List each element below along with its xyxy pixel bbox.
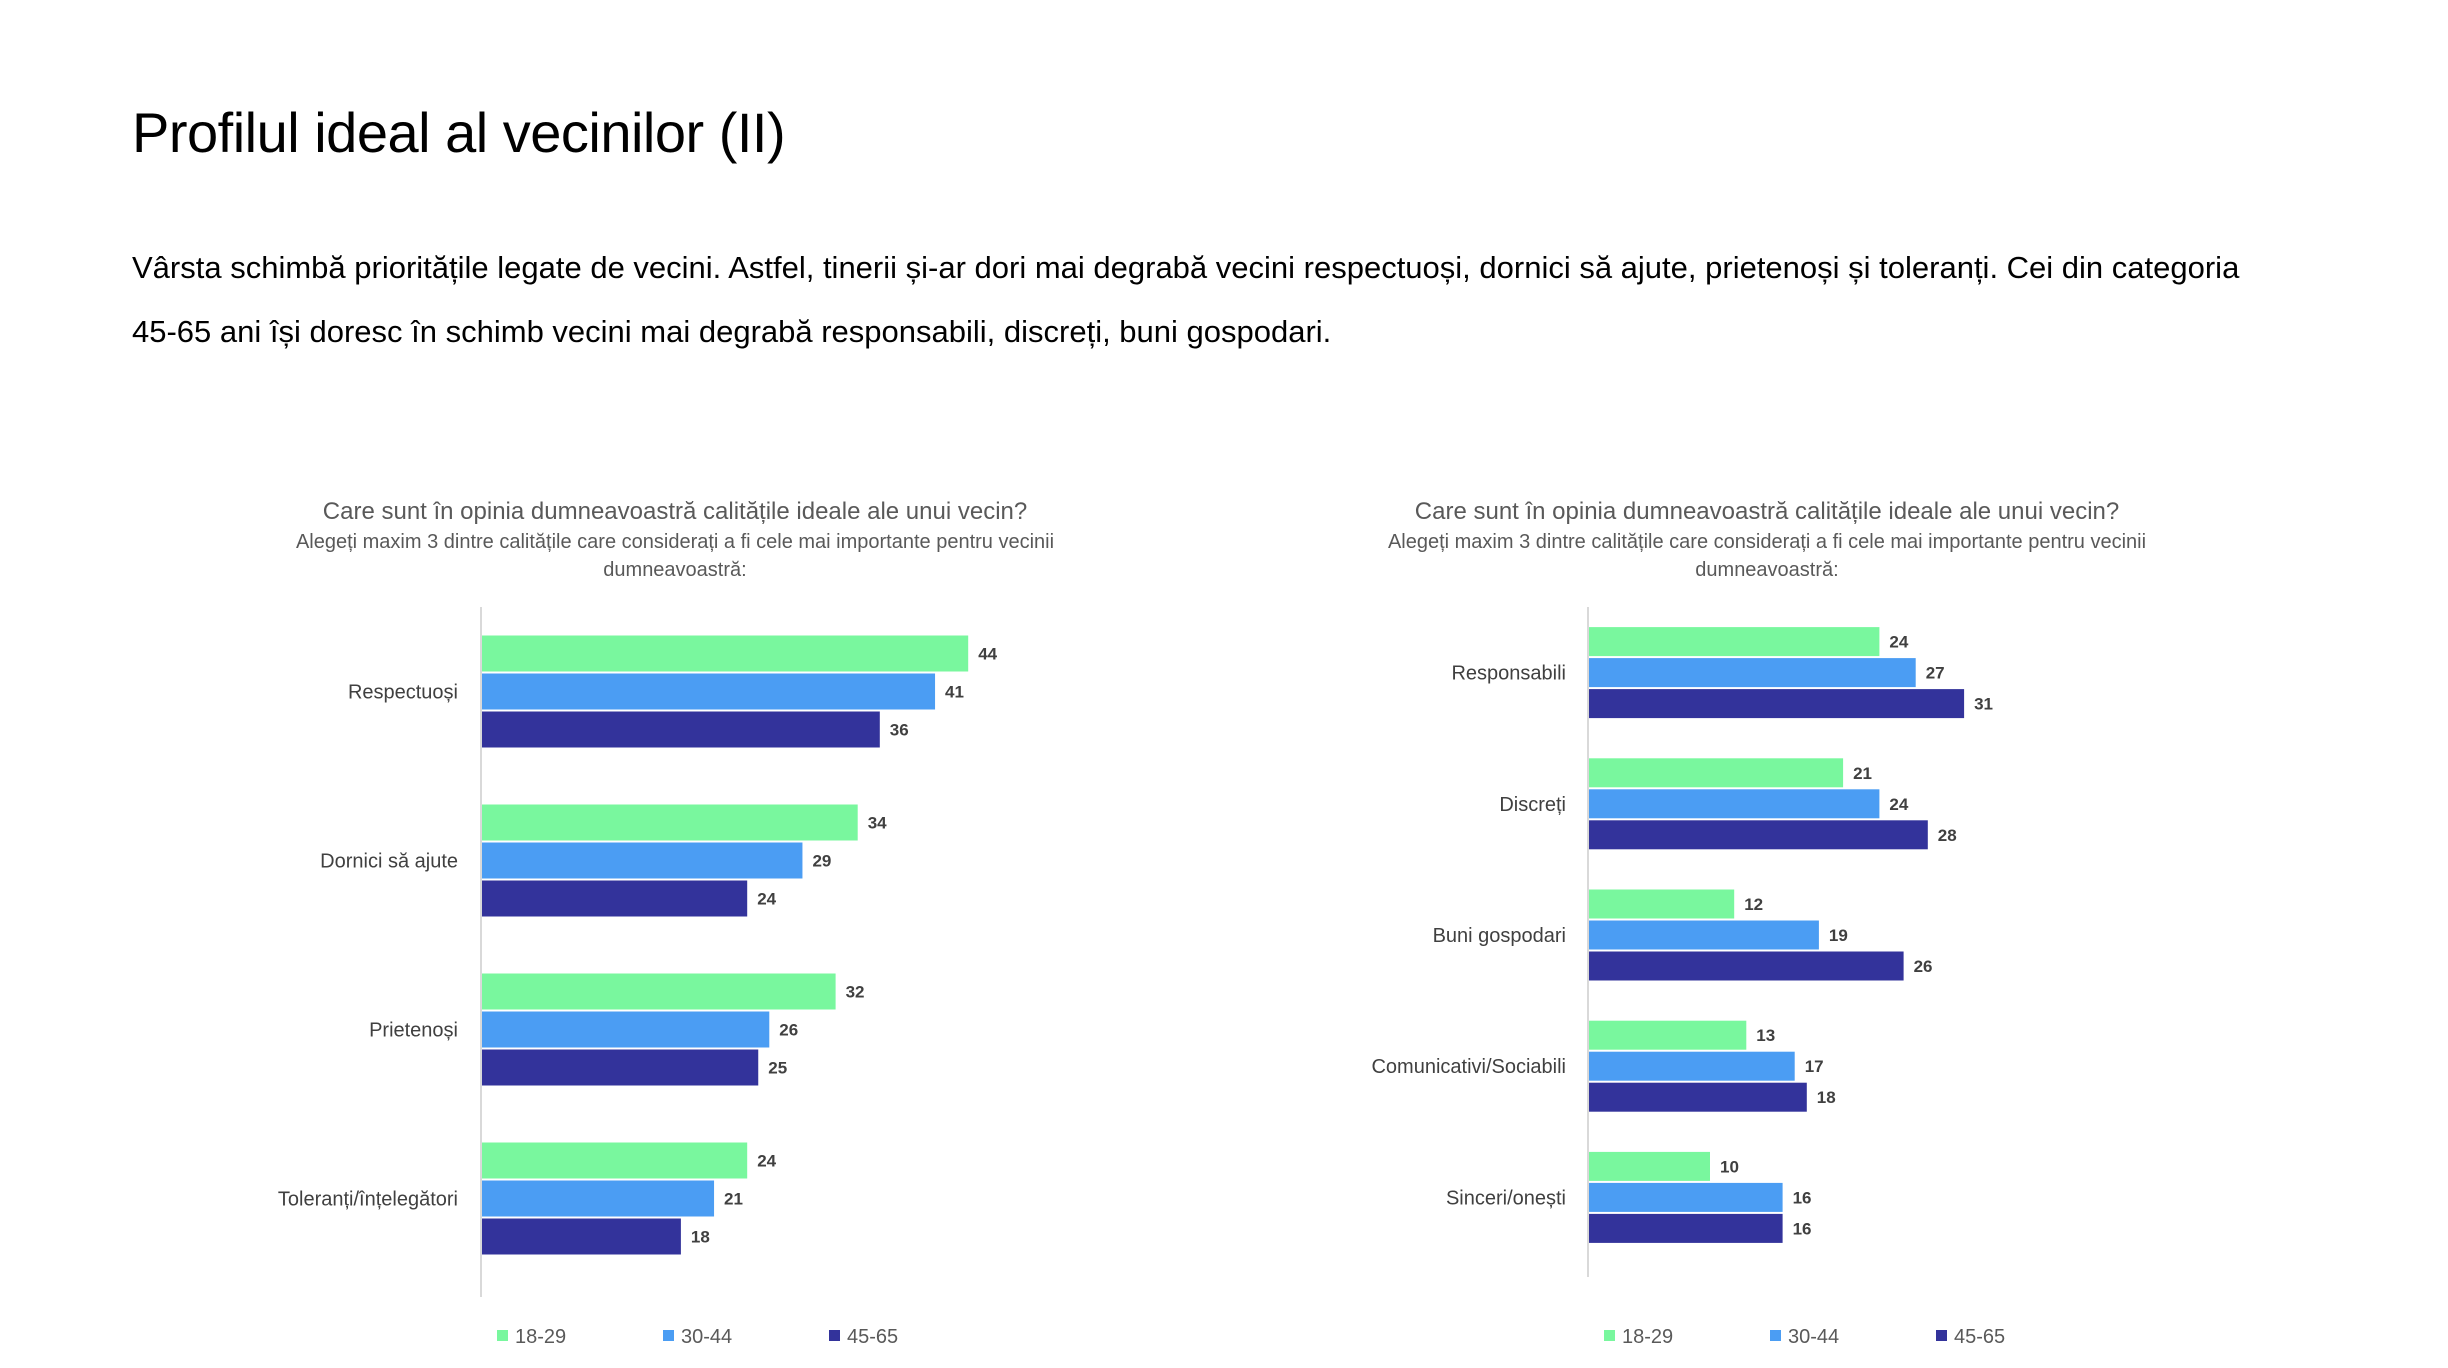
bar-30-44 <box>1589 789 1880 819</box>
legend-swatch-30-44 <box>663 1330 674 1341</box>
data-label: 34 <box>868 814 887 833</box>
data-label: 19 <box>1829 926 1848 945</box>
category-label: Buni gospodari <box>1433 925 1566 947</box>
data-label: 25 <box>768 1059 787 1078</box>
category-label: Dornici să ajute <box>320 851 458 873</box>
category-label: Sinceri/onești <box>1446 1187 1566 1209</box>
bar-45-65 <box>1589 951 1904 981</box>
bar-30-44 <box>482 673 936 710</box>
slide-title: Profilul ideal al vecinilor (II) <box>132 101 786 164</box>
bar-18-29 <box>482 804 858 841</box>
bar-18-29 <box>482 635 969 672</box>
bar-30-44 <box>1589 920 1819 950</box>
legend-label: 30-44 <box>681 1326 732 1348</box>
bar-18-29 <box>1589 1151 1710 1181</box>
legend-label: 45-65 <box>1954 1326 2005 1348</box>
bar-18-29 <box>1589 889 1735 919</box>
legend-label: 30-44 <box>1788 1326 1839 1348</box>
legend-swatch-30-44 <box>1770 1330 1781 1341</box>
bar-30-44 <box>482 842 803 879</box>
data-label: 13 <box>1756 1026 1775 1045</box>
data-label: 17 <box>1805 1057 1824 1076</box>
bar-18-29 <box>1589 627 1880 657</box>
legend-swatch-18-29 <box>497 1330 508 1341</box>
bar-30-44 <box>482 1180 715 1217</box>
data-label: 16 <box>1793 1219 1812 1238</box>
legend-label: 45-65 <box>847 1326 898 1348</box>
chart-subtitle: Alegeți maxim 3 dintre calitățile care c… <box>296 531 1054 553</box>
data-label: 26 <box>1914 957 1933 976</box>
data-label: 26 <box>779 1021 798 1040</box>
data-label: 28 <box>1938 826 1957 845</box>
bar-30-44 <box>1589 658 1916 688</box>
legend-swatch-18-29 <box>1604 1330 1615 1341</box>
bar-45-65 <box>482 711 880 748</box>
data-label: 29 <box>812 852 831 871</box>
bar-18-29 <box>482 973 836 1010</box>
data-label: 31 <box>1974 695 1993 714</box>
data-label: 18 <box>1817 1088 1836 1107</box>
data-label: 27 <box>1926 664 1945 683</box>
category-label: Prietenoși <box>369 1020 458 1042</box>
bar-45-65 <box>482 1218 681 1255</box>
bar-30-44 <box>482 1011 770 1048</box>
legend-label: 18-29 <box>515 1326 566 1348</box>
chart-subtitle: dumneavoastră: <box>1695 559 1838 581</box>
data-label: 41 <box>945 683 964 702</box>
data-label: 21 <box>1853 764 1872 783</box>
chart-left: Care sunt în opinia dumneavoastră calită… <box>278 498 1054 1348</box>
slide-description: Vârsta schimbă prioritățile legate de ve… <box>132 250 2240 349</box>
category-label: Discreți <box>1499 794 1566 816</box>
data-label: 36 <box>890 721 909 740</box>
data-label: 21 <box>724 1190 743 1209</box>
bar-45-65 <box>482 1049 759 1086</box>
data-label: 32 <box>846 983 865 1002</box>
category-label: Comunicativi/Sociabili <box>1371 1056 1566 1078</box>
bar-45-65 <box>1589 1082 1807 1112</box>
chart-title: Care sunt în opinia dumneavoastră calită… <box>1415 498 2119 525</box>
data-label: 24 <box>757 890 776 909</box>
data-label: 24 <box>757 1152 776 1171</box>
legend-swatch-45-65 <box>1936 1330 1947 1341</box>
bar-45-65 <box>1589 689 1965 719</box>
chart-subtitle: Alegeți maxim 3 dintre calitățile care c… <box>1388 531 2146 553</box>
data-label: 24 <box>1889 633 1908 652</box>
bar-30-44 <box>1589 1182 1783 1212</box>
category-label: Toleranți/înțelegători <box>278 1189 458 1211</box>
data-label: 44 <box>978 645 997 664</box>
bar-30-44 <box>1589 1051 1795 1081</box>
chart-title: Care sunt în opinia dumneavoastră calită… <box>323 498 1027 525</box>
legend-swatch-45-65 <box>829 1330 840 1341</box>
data-label: 24 <box>1889 795 1908 814</box>
bar-18-29 <box>482 1142 748 1179</box>
data-label: 12 <box>1744 895 1763 914</box>
legend-label: 18-29 <box>1622 1326 1673 1348</box>
chart-right: Care sunt în opinia dumneavoastră calită… <box>1371 498 2146 1348</box>
category-label: Responsabili <box>1451 663 1566 685</box>
bar-18-29 <box>1589 758 1844 788</box>
bar-45-65 <box>1589 820 1928 850</box>
bar-18-29 <box>1589 1020 1747 1050</box>
data-label: 16 <box>1793 1188 1812 1207</box>
category-label: Respectuoși <box>348 682 458 704</box>
bar-45-65 <box>1589 1213 1783 1243</box>
data-label: 10 <box>1720 1157 1739 1176</box>
bar-45-65 <box>482 880 748 917</box>
data-label: 18 <box>691 1228 710 1247</box>
chart-subtitle: dumneavoastră: <box>603 559 746 581</box>
